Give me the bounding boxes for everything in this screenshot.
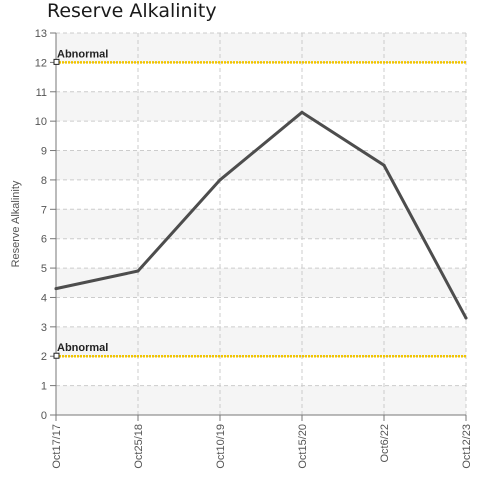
data-point: [218, 178, 222, 182]
data-point: [464, 316, 468, 320]
data-point: [136, 269, 140, 273]
data-point: [382, 163, 386, 167]
y-tick-label: 1: [41, 381, 47, 393]
reference-lines: Abnormal Abnormal: [53, 48, 466, 359]
data-point: [300, 110, 304, 114]
grid-band: [56, 209, 466, 239]
series-line: [54, 110, 468, 320]
x-tick-label: Oct10/19: [215, 424, 227, 469]
y-tick-label: 3: [41, 322, 47, 334]
y-tick-label: 0: [41, 410, 47, 422]
y-tick-label: 2: [41, 351, 47, 363]
y-tick-label: 7: [41, 204, 47, 216]
y-axis-title: Reserve Alkalinity: [10, 180, 22, 267]
y-tick-label: 13: [35, 28, 47, 40]
reference-marker: [53, 58, 60, 65]
x-tick-label: Oct6/22: [379, 424, 391, 463]
y-tick-label: 9: [41, 146, 47, 158]
y-tick-label: 11: [36, 87, 47, 99]
grid-band: [56, 150, 466, 180]
chart-title: Reserve Alkalinity: [47, 0, 217, 22]
grid-band: [56, 268, 466, 298]
y-tick-label: 6: [41, 234, 47, 246]
x-tick-label: Oct17/17: [51, 424, 63, 469]
series-layer: [54, 110, 468, 320]
grid-band: [56, 33, 466, 63]
data-point: [54, 287, 58, 291]
x-tick-label: Oct25/18: [133, 424, 145, 469]
grid-band: [56, 326, 466, 357]
grid-band: [56, 385, 466, 415]
axes: [50, 32, 467, 421]
y-tick-label: 4: [41, 292, 47, 304]
x-tick-label: Oct12/23: [461, 424, 473, 469]
grid-band: [56, 91, 466, 122]
y-tick-label: 12: [35, 57, 47, 69]
y-tick-label: 5: [41, 263, 47, 275]
background-bands: [56, 33, 466, 415]
y-tick-label: 8: [41, 175, 47, 187]
reference-label: Abnormal: [57, 342, 108, 354]
reference-marker: [53, 352, 60, 359]
x-tick-label: Oct15/20: [297, 424, 309, 469]
reference-label: Abnormal: [57, 48, 108, 60]
y-tick-label: 10: [35, 116, 47, 128]
